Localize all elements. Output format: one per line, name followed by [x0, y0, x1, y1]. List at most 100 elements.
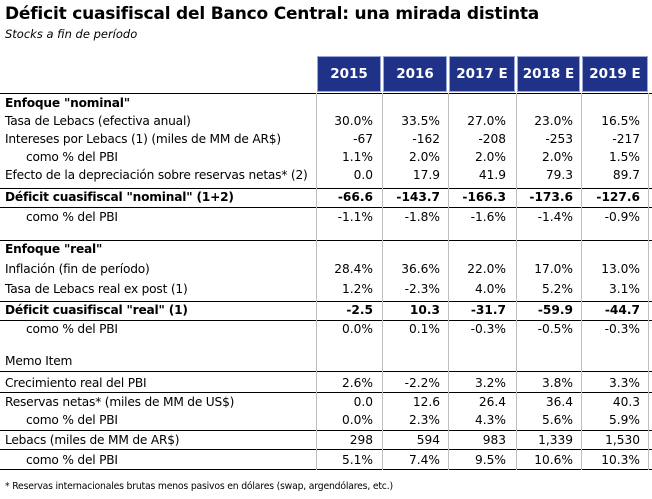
row-label: Tasa de Lebacs (efectiva anual) — [5, 114, 191, 128]
column-header: 2015 — [317, 56, 381, 92]
row-label: Enfoque "nominal" — [5, 96, 130, 110]
column-divider — [382, 93, 383, 470]
table-row: como % del PBI 0.0% 2.3% 4.3% 5.6% 5.9% — [0, 411, 652, 429]
table-row: Intereses por Lebacs (1) (miles de MM de… — [0, 130, 652, 148]
row-label: Tasa de Lebacs real ex post (1) — [5, 282, 188, 296]
table-cell: -173.6 — [529, 190, 573, 204]
table-cell: 2.3% — [409, 413, 440, 427]
footnote: * Reservas internacionales brutas menos … — [5, 481, 393, 492]
table-cell: 2.6% — [342, 376, 373, 390]
table-row: Reservas netas* (miles de MM de US$) 0.0 1… — [0, 393, 652, 411]
table-cell: 5.1% — [342, 453, 373, 467]
row-divider — [0, 449, 652, 450]
table-cell: -1.1% — [337, 210, 373, 224]
table-row: Tasa de Lebacs (efectiva anual) 30.0% 33.5… — [0, 112, 652, 130]
table-cell: -1.4% — [537, 210, 573, 224]
table-cell: -2.2% — [404, 376, 440, 390]
column-divider — [448, 93, 449, 470]
row-divider — [0, 320, 652, 321]
table-cell: -0.3% — [470, 322, 506, 336]
column-header: 2017 E — [449, 56, 515, 92]
table-cell: 17.0% — [534, 262, 573, 276]
table-cell: -127.6 — [596, 190, 640, 204]
table-row: Enfoque "real" — [0, 240, 652, 258]
table-cell: 1.5% — [609, 150, 640, 164]
table-cell: 5.6% — [542, 413, 573, 427]
table-cell: -217 — [612, 132, 640, 146]
table-cell: -208 — [478, 132, 506, 146]
table-cell: 28.4% — [334, 262, 373, 276]
table-cell: 10.3% — [601, 453, 640, 467]
table-cell: -66.6 — [337, 190, 373, 204]
table-cell: 30.0% — [334, 114, 373, 128]
row-label: Crecimiento real del PBI — [5, 376, 147, 390]
table-cell: 4.0% — [475, 282, 506, 296]
table-row: Memo Item — [0, 352, 652, 370]
table-cell: 0.1% — [409, 322, 440, 336]
column-header: 2016 — [383, 56, 447, 92]
column-divider — [316, 93, 317, 470]
table-cell: 298 — [349, 433, 373, 447]
row-label: como % del PBI — [26, 413, 118, 427]
table-cell: 3.1% — [609, 282, 640, 296]
table-cell: 0.0 — [353, 168, 373, 182]
table-row: como % del PBI 0.0% 0.1% -0.3% -0.5% -0.3% — [0, 320, 652, 338]
row-label: Déficit cuasifiscal "nominal" (1+2) — [5, 190, 234, 204]
table-cell: -162 — [412, 132, 440, 146]
table-row: Tasa de Lebacs real ex post (1) 1.2% -2.3%… — [0, 280, 652, 298]
row-divider — [0, 469, 652, 470]
table-cell: 13.0% — [601, 262, 640, 276]
table-row: Enfoque "nominal" — [0, 94, 652, 112]
table-cell: 3.2% — [475, 376, 506, 390]
table-cell: 0.0 — [353, 395, 373, 409]
table-cell: 36.4 — [545, 395, 573, 409]
table-row: Crecimiento real del PBI 2.6% -2.2% 3.2% 3.8… — [0, 374, 652, 392]
table-cell: -31.7 — [470, 303, 506, 317]
table-cell: 10.6% — [534, 453, 573, 467]
table-cell: 3.3% — [609, 376, 640, 390]
table-cell: 89.7 — [612, 168, 640, 182]
table-cell: -1.6% — [470, 210, 506, 224]
table-cell: 0.0% — [342, 322, 373, 336]
row-label: como % del PBI — [26, 150, 118, 164]
table-row: como % del PBI 5.1% 7.4% 9.5% 10.6% 10.3% — [0, 451, 652, 469]
row-label: como % del PBI — [26, 453, 118, 467]
row-label: Intereses por Lebacs (1) (miles de MM de… — [5, 132, 281, 146]
table-cell: 33.5% — [401, 114, 440, 128]
table-cell: 1,339 — [538, 433, 573, 447]
table-cell: 10.3 — [409, 303, 440, 317]
column-header: 2019 E — [582, 56, 648, 92]
row-label: Lebacs (miles de MM de AR$) — [5, 433, 180, 447]
table-cell: -67 — [353, 132, 373, 146]
row-divider — [0, 188, 652, 189]
table-row: Déficit cuasifiscal "real" (1) -2.5 10.3 -3… — [0, 301, 652, 319]
table-cell: 2.0% — [475, 150, 506, 164]
row-divider — [0, 93, 652, 94]
row-label: Memo Item — [5, 354, 73, 368]
row-divider — [0, 301, 652, 302]
row-label: como % del PBI — [26, 322, 118, 336]
table-cell: 79.3 — [545, 168, 573, 182]
table-cell: 4.3% — [475, 413, 506, 427]
table-cell: 36.6% — [401, 262, 440, 276]
column-divider — [648, 93, 649, 470]
table-cell: -2.3% — [404, 282, 440, 296]
table-cell: 2.0% — [542, 150, 573, 164]
table-cell: 0.0% — [342, 413, 373, 427]
table-cell: 1,530 — [605, 433, 640, 447]
table-cell: -1.8% — [404, 210, 440, 224]
table-cell: 1.2% — [342, 282, 373, 296]
table-cell: 22.0% — [467, 262, 506, 276]
table-cell: -0.3% — [604, 322, 640, 336]
table-cell: -253 — [545, 132, 573, 146]
row-divider — [0, 392, 652, 393]
table-subtitle: Stocks a fin de período — [5, 27, 138, 41]
table-cell: 594 — [416, 433, 440, 447]
table-cell: 9.5% — [475, 453, 506, 467]
table-cell: 2.0% — [409, 150, 440, 164]
table-row: Efecto de la depreciación sobre reservas… — [0, 166, 652, 184]
table-cell: 23.0% — [534, 114, 573, 128]
row-divider — [0, 430, 652, 431]
table-row: como % del PBI 1.1% 2.0% 2.0% 2.0% 1.5% — [0, 148, 652, 166]
table-cell: 7.4% — [409, 453, 440, 467]
